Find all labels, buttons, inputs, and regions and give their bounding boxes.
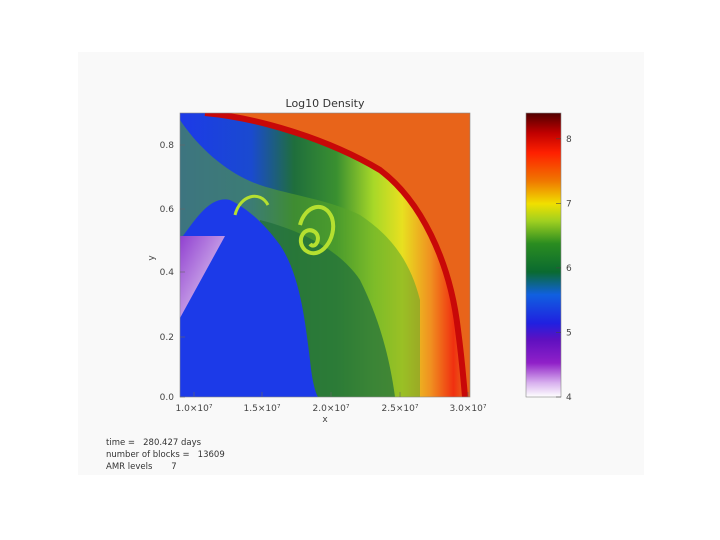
colorbar-tick-label: 8: [566, 135, 572, 145]
x-axis: 1.0×10⁷ 1.5×10⁷ 2.0×10⁷ 2.5×10⁷ 3.0×10⁷: [176, 392, 487, 414]
chart-title: Log10 Density: [286, 97, 365, 110]
y-tick-label: 0.8: [160, 141, 175, 151]
shock-front: [204, 113, 468, 397]
colorbar-tick-label: 7: [566, 199, 572, 209]
colorbar: [525, 112, 562, 398]
x-tick-label: 1.5×10⁷: [244, 404, 281, 414]
amr-levels: AMR levels 7: [106, 462, 177, 472]
kh-finger: [233, 194, 270, 216]
plot-frame: [179, 112, 471, 398]
colorbar-tick-label: 5: [566, 328, 572, 338]
colorbar-ticks: 4 5 6 7 8: [556, 135, 572, 403]
y-tick-label: 0.0: [160, 393, 175, 403]
low-density-wedge: [180, 236, 225, 318]
density-field: [180, 113, 470, 397]
x-axis-label: x: [322, 415, 328, 425]
x-tick-label: 3.0×10⁷: [450, 404, 487, 414]
y-tick-label: 0.4: [160, 268, 175, 278]
colorbar-tick-label: 6: [566, 264, 572, 274]
run-info: time = 280.427 days number of blocks = 1…: [106, 437, 225, 473]
y-axis-label: y: [147, 255, 157, 261]
x-tick-label: 2.5×10⁷: [382, 404, 419, 414]
y-tick-label: 0.6: [160, 205, 175, 215]
y-axis: 0.0 0.2 0.4 0.6 0.8: [160, 141, 185, 403]
kh-vortex: [298, 205, 336, 256]
x-tick-label: 2.0×10⁷: [313, 404, 350, 414]
x-tick-label: 1.0×10⁷: [176, 404, 213, 414]
block-count: number of blocks = 13609: [106, 450, 225, 460]
colorbar-tick-label: 4: [566, 393, 572, 403]
time-readout: time = 280.427 days: [106, 438, 202, 448]
y-tick-label: 0.2: [160, 333, 174, 343]
